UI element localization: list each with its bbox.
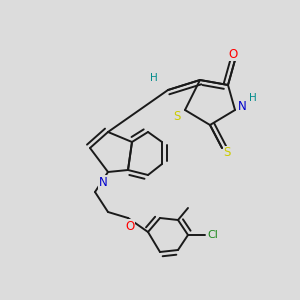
Text: H: H: [249, 93, 257, 103]
Text: S: S: [173, 110, 181, 122]
Text: Cl: Cl: [208, 230, 218, 240]
Text: H: H: [150, 73, 158, 83]
Text: S: S: [223, 146, 231, 160]
Text: O: O: [125, 220, 135, 232]
Text: N: N: [238, 100, 246, 112]
Text: N: N: [99, 176, 107, 188]
Text: O: O: [228, 47, 238, 61]
